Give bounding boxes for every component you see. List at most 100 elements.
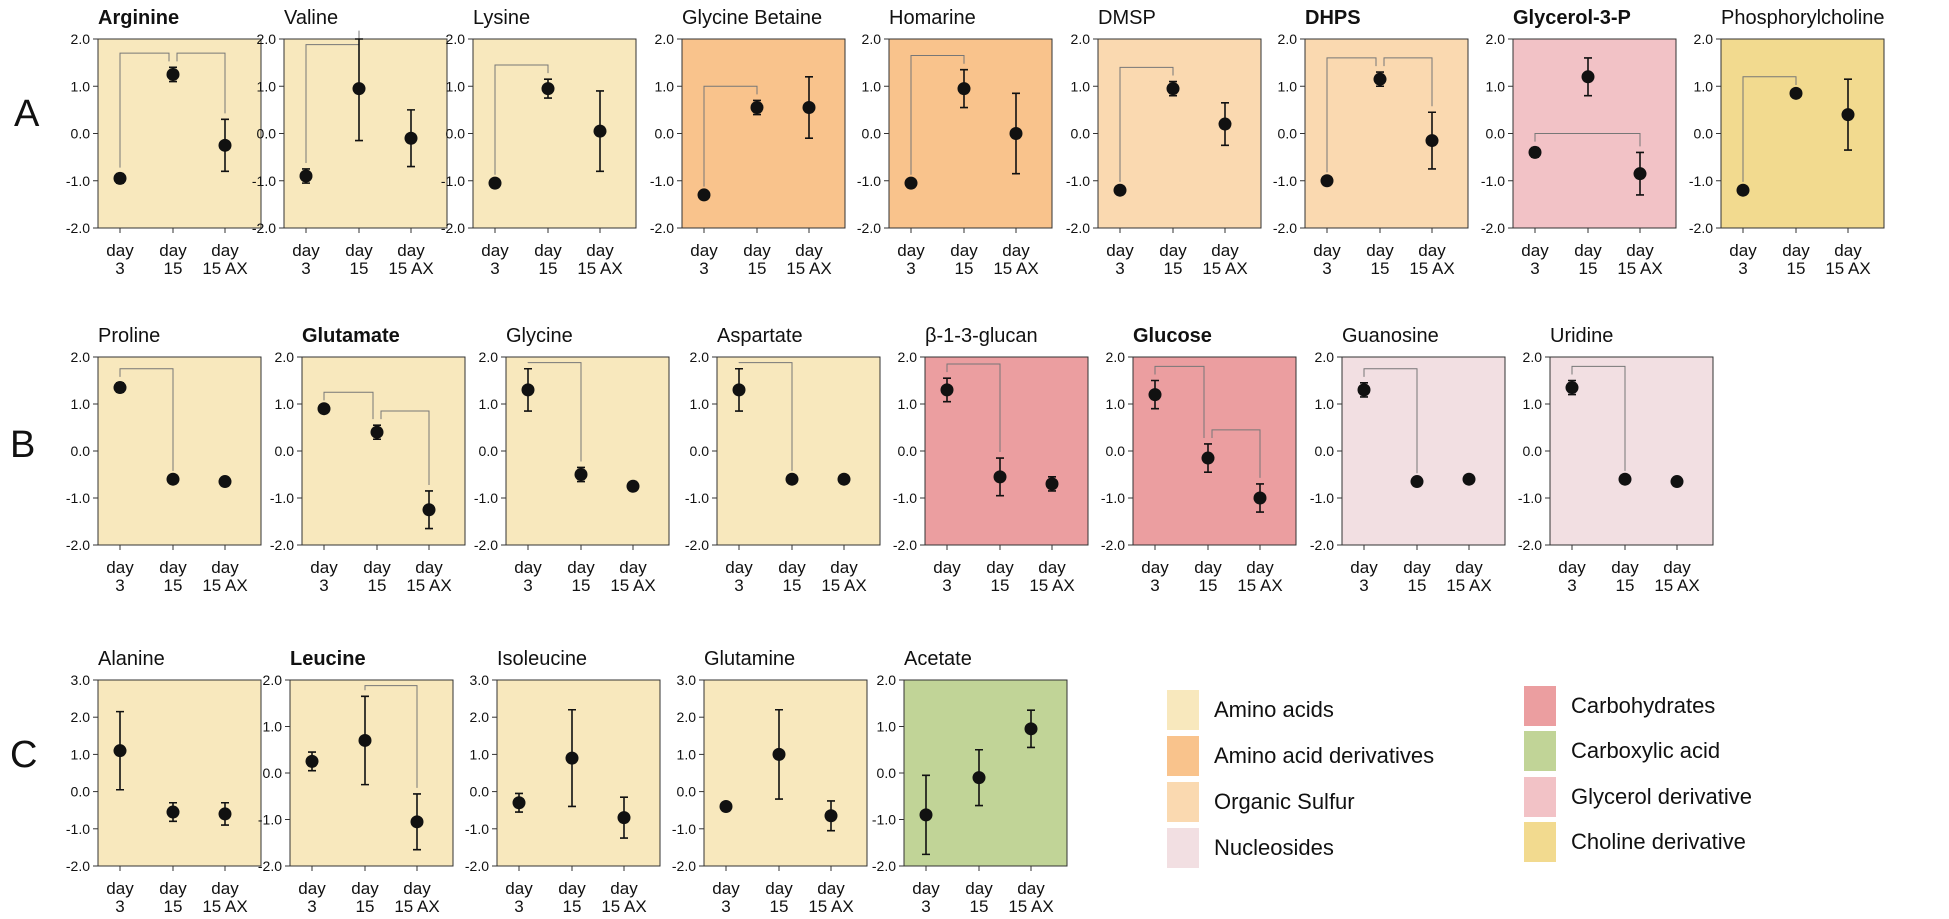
data-point bbox=[521, 383, 535, 397]
y-tick-label: 0.0 bbox=[1486, 126, 1506, 142]
y-tick-label: 0.0 bbox=[446, 126, 466, 142]
chart-title: Proline bbox=[98, 325, 160, 347]
x-tick-label: day 15 bbox=[965, 879, 993, 916]
legend-label: Glycerol derivative bbox=[1571, 784, 1752, 809]
y-tick-label: 1.0 bbox=[71, 78, 91, 94]
x-tick-label: day 3 bbox=[106, 558, 134, 595]
data-point bbox=[1320, 174, 1334, 188]
y-tick-label: 2.0 bbox=[877, 672, 897, 688]
significance-bracket bbox=[703, 85, 758, 187]
y-tick-label: 2.0 bbox=[71, 349, 91, 365]
chart-uridine: Uridine 2.0 1.0 0.0 -1.0 -2.0 day 3 day 15 day 15 A… bbox=[1518, 325, 1714, 595]
chart-leucine: Leucine 2.0 1.0 0.0 -1.0 -2.0 day 3 day 15 day 15 A… bbox=[258, 648, 454, 916]
y-tick-label: 1.0 bbox=[1694, 78, 1714, 94]
data-point bbox=[837, 472, 851, 486]
legend-item-carbohydrates: Carbohydrates bbox=[1524, 686, 1715, 726]
data-point bbox=[113, 381, 127, 395]
y-tick-label: 2.0 bbox=[1694, 31, 1714, 47]
significance-bracket bbox=[1211, 429, 1261, 478]
y-tick-label: 0.0 bbox=[470, 784, 490, 800]
chart-title: DHPS bbox=[1305, 7, 1361, 29]
y-tick-label: 1.0 bbox=[479, 396, 499, 412]
data-point bbox=[218, 475, 232, 489]
y-tick-label: -2.0 bbox=[893, 537, 917, 553]
plot-area bbox=[888, 38, 1053, 229]
plot-area bbox=[903, 679, 1068, 867]
data-point bbox=[404, 131, 418, 145]
y-tick-label: 1.0 bbox=[71, 746, 91, 762]
legend-swatch bbox=[1524, 731, 1556, 771]
x-tick-label: day 15 AX bbox=[1008, 879, 1053, 916]
y-tick-label: -2.0 bbox=[66, 858, 90, 874]
data-point bbox=[512, 796, 526, 810]
y-tick-label: -2.0 bbox=[66, 220, 90, 236]
data-point bbox=[299, 169, 313, 183]
data-point bbox=[574, 468, 588, 481]
x-tick-label: day 15 bbox=[1366, 241, 1394, 278]
y-tick-label: 1.0 bbox=[677, 746, 697, 762]
y-tick-label: -2.0 bbox=[1310, 537, 1334, 553]
y-tick-label: -1.0 bbox=[66, 490, 90, 506]
legend-label: Nucleosides bbox=[1214, 835, 1334, 860]
data-point bbox=[1357, 383, 1371, 397]
data-point bbox=[1009, 127, 1023, 140]
y-tick-label: 2.0 bbox=[1486, 31, 1506, 47]
legend-label: Choline derivative bbox=[1571, 829, 1746, 854]
y-tick-label: -1.0 bbox=[1273, 173, 1297, 189]
y-tick-label: 1.0 bbox=[898, 396, 918, 412]
legend: Amino acids Amino acid derivatives Organic… bbox=[1167, 686, 1752, 868]
y-tick-label: 0.0 bbox=[877, 765, 897, 781]
x-tick-label: day 15 AX bbox=[388, 241, 433, 278]
x-tick-label: day 3 bbox=[310, 558, 338, 595]
data-point bbox=[1113, 183, 1127, 197]
legend-swatch bbox=[1167, 782, 1199, 822]
x-tick-label: day 3 bbox=[725, 558, 753, 595]
x-tick-label: day 3 bbox=[481, 241, 509, 278]
y-tick-label: 1.0 bbox=[263, 719, 283, 735]
y-tick-label: 0.0 bbox=[479, 443, 499, 459]
row-labels: A B C bbox=[10, 93, 40, 776]
chart-glycerol-3-p: Glycerol-3-P 2.0 1.0 0.0 -1.0 -2.0 day 3 day 15 da… bbox=[1481, 7, 1677, 278]
y-tick-label: -1.0 bbox=[857, 173, 881, 189]
y-tick-label: 0.0 bbox=[71, 126, 91, 142]
x-tick-label: day 15 AX bbox=[601, 879, 646, 916]
y-tick-label: -1.0 bbox=[893, 490, 917, 506]
x-tick-label: day 15 AX bbox=[993, 241, 1038, 278]
x-tick-label: day 3 bbox=[106, 241, 134, 278]
y-tick-label: 3.0 bbox=[470, 672, 490, 688]
significance-bracket bbox=[1326, 57, 1377, 173]
significance-bracket bbox=[305, 30, 360, 163]
data-point bbox=[593, 124, 607, 138]
y-tick-label: -2.0 bbox=[1066, 220, 1090, 236]
x-tick-label: day 3 bbox=[1521, 241, 1549, 278]
y-tick-label: 1.0 bbox=[257, 78, 277, 94]
chart-title: Glucose bbox=[1133, 325, 1212, 347]
significance-bracket bbox=[1383, 57, 1433, 107]
y-tick-label: 2.0 bbox=[1106, 349, 1126, 365]
x-tick-label: day 3 bbox=[1141, 558, 1169, 595]
significance-bracket bbox=[119, 52, 170, 168]
legend-label: Carbohydrates bbox=[1571, 693, 1715, 718]
x-tick-label: day 15 AX bbox=[202, 558, 247, 595]
data-point bbox=[1581, 70, 1595, 84]
y-tick-label: 2.0 bbox=[898, 349, 918, 365]
legend-label: Amino acids bbox=[1214, 697, 1334, 722]
chart-acetate: Acetate 2.0 1.0 0.0 -1.0 -2.0 day 3 day 15 day 15 A… bbox=[872, 648, 1068, 916]
y-tick-label: 1.0 bbox=[862, 78, 882, 94]
x-tick-label: day 3 bbox=[292, 241, 320, 278]
x-tick-label: day 15 bbox=[345, 241, 373, 278]
y-tick-label: 3.0 bbox=[71, 672, 91, 688]
y-tick-label: 0.0 bbox=[1278, 126, 1298, 142]
data-point bbox=[1425, 134, 1439, 148]
y-tick-label: 1.0 bbox=[655, 78, 675, 94]
data-point bbox=[1166, 82, 1180, 96]
x-tick-label: day 15 bbox=[743, 241, 771, 278]
x-tick-label: day 15 AX bbox=[202, 879, 247, 916]
x-tick-label: day 15 bbox=[950, 241, 978, 278]
data-point bbox=[972, 771, 986, 785]
data-point bbox=[1528, 145, 1542, 159]
chart-title: Lysine bbox=[473, 7, 530, 29]
y-tick-label: 1.0 bbox=[1278, 78, 1298, 94]
chart-title: Uridine bbox=[1550, 325, 1613, 347]
